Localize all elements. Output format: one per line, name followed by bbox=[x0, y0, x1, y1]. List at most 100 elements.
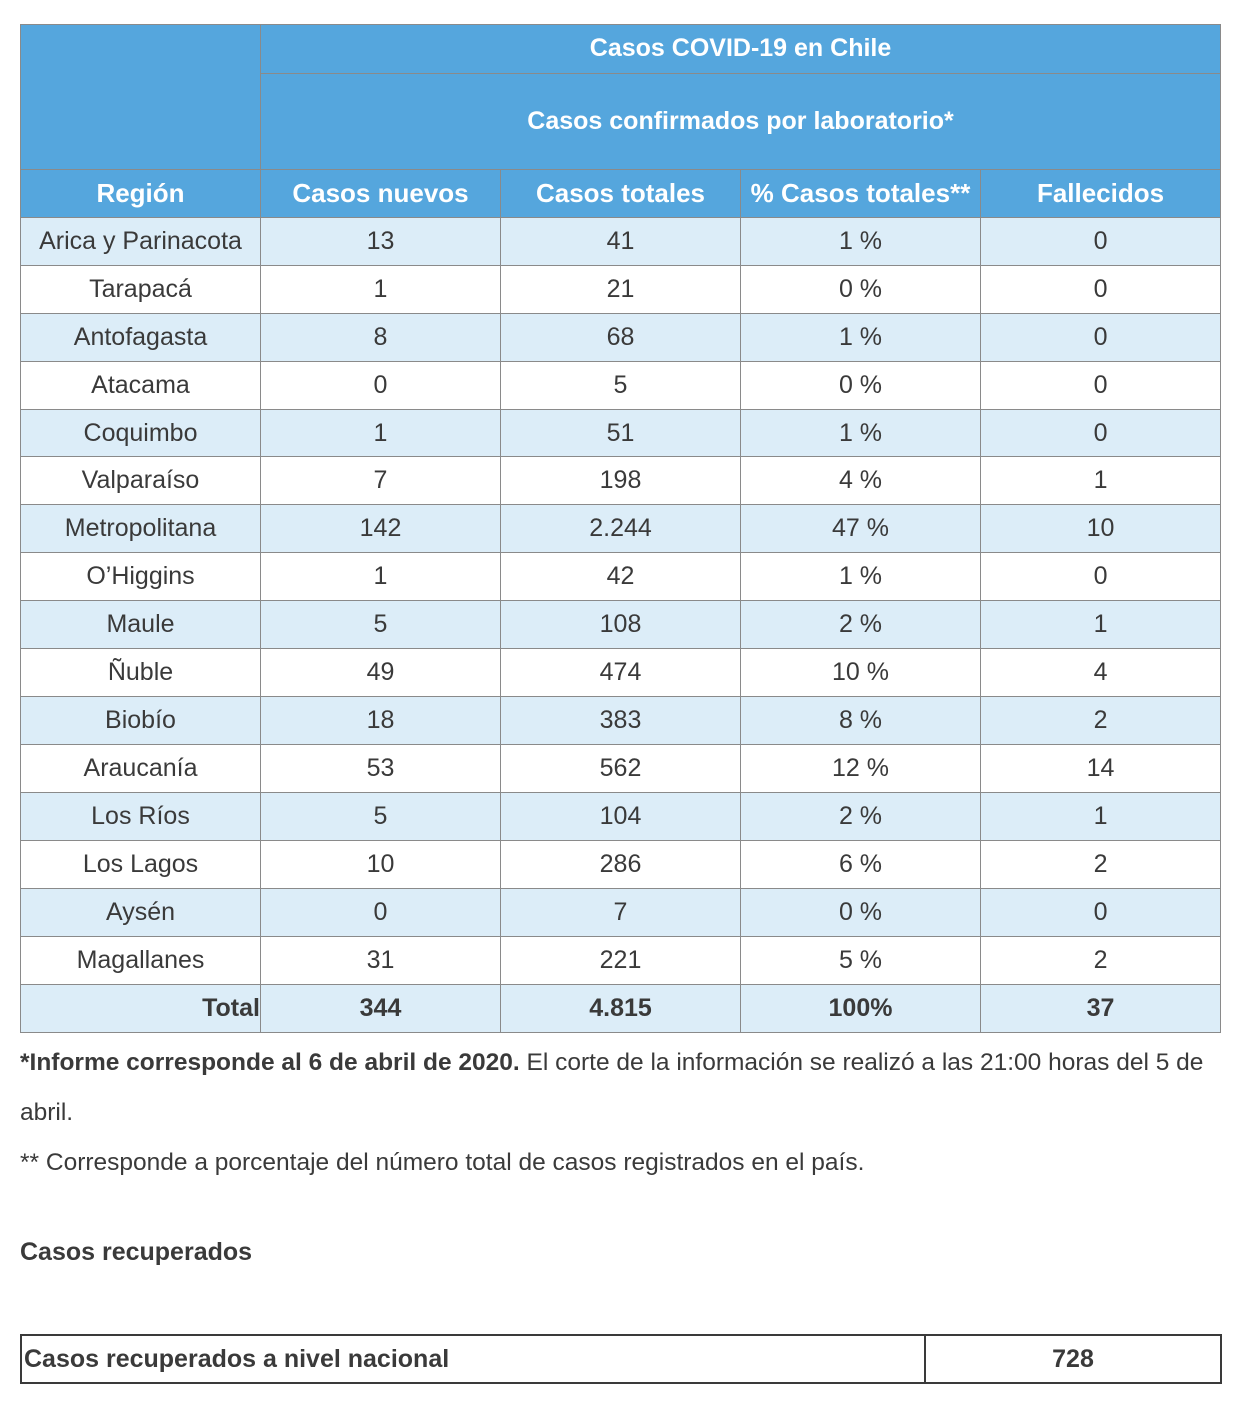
footnote-report-date: *Informe corresponde al 6 de abril de 20… bbox=[20, 1038, 1220, 1138]
total-cases-cell: 198 bbox=[500, 456, 741, 506]
percent-total-cell: 1 % bbox=[740, 216, 981, 266]
percent-total-cell: 2 % bbox=[740, 600, 981, 650]
total-cases-cell: 7 bbox=[500, 887, 741, 937]
total-cases-cell: 41 bbox=[500, 216, 741, 266]
table-row: Aysén 0 7 0 % 0 bbox=[20, 887, 1222, 937]
new-cases-cell: 142 bbox=[260, 504, 501, 554]
table-row: Ñuble 49 474 10 % 4 bbox=[20, 648, 1222, 698]
percent-total-cell: 2 % bbox=[740, 792, 981, 841]
percent-total-cell: 1 % bbox=[740, 408, 981, 458]
new-cases-cell: 1 bbox=[260, 552, 501, 602]
column-header-percent-total: % Casos totales** bbox=[740, 168, 981, 218]
total-cases-cell: 104 bbox=[500, 792, 741, 841]
deaths-cell: 14 bbox=[979, 744, 1222, 794]
percent-total-cell: 5 % bbox=[740, 935, 981, 985]
total-cases-cell: 21 bbox=[500, 264, 741, 314]
footnote-report-date-rest: El corte de la información se realizó a … bbox=[20, 1049, 1204, 1126]
deaths-cell: 0 bbox=[979, 552, 1222, 602]
column-header-deaths: Fallecidos bbox=[979, 168, 1222, 218]
covid-cases-table: Casos COVID-19 en Chile Casos confirmado… bbox=[20, 24, 1222, 1034]
region-cell: Los Ríos bbox=[20, 792, 261, 841]
region-cell: Metropolitana bbox=[20, 504, 261, 554]
new-cases-cell: 10 bbox=[260, 839, 501, 889]
percent-total-cell: 10 % bbox=[740, 648, 981, 698]
region-cell: Magallanes bbox=[20, 935, 261, 985]
total-cases-cell: 51 bbox=[500, 408, 741, 458]
deaths-cell: 2 bbox=[979, 935, 1222, 985]
table-row: Coquimbo 1 51 1 % 0 bbox=[20, 408, 1222, 458]
footnotes: *Informe corresponde al 6 de abril de 20… bbox=[20, 1038, 1220, 1188]
recovered-table: Casos recuperados a nivel nacional 728 bbox=[20, 1334, 1222, 1384]
table-row: Tarapacá 1 21 0 % 0 bbox=[20, 264, 1222, 314]
percent-total-cell: 1 % bbox=[740, 312, 981, 362]
total-row: Total 344 4.815 100% 37 bbox=[20, 983, 1222, 1034]
region-cell: Tarapacá bbox=[20, 264, 261, 314]
region-cell: Antofagasta bbox=[20, 312, 261, 362]
total-cases-cell: 68 bbox=[500, 312, 741, 362]
column-header-new-cases: Casos nuevos bbox=[260, 168, 501, 218]
total-cases-cell: 5 bbox=[500, 360, 741, 410]
table-row: Los Lagos 10 286 6 % 2 bbox=[20, 839, 1222, 889]
region-cell: Maule bbox=[20, 600, 261, 650]
new-cases-cell: 49 bbox=[260, 648, 501, 698]
total-new-cases: 344 bbox=[260, 983, 501, 1034]
new-cases-cell: 18 bbox=[260, 696, 501, 746]
percent-total-cell: 12 % bbox=[740, 744, 981, 794]
deaths-cell: 0 bbox=[979, 887, 1222, 937]
new-cases-cell: 0 bbox=[260, 887, 501, 937]
deaths-cell: 0 bbox=[979, 264, 1222, 314]
column-header-region: Región bbox=[20, 168, 261, 218]
deaths-cell: 0 bbox=[979, 312, 1222, 362]
deaths-cell: 2 bbox=[979, 696, 1222, 746]
table-row: Valparaíso 7 198 4 % 1 bbox=[20, 456, 1222, 506]
footnote-report-date-bold: *Informe corresponde al 6 de abril de 20… bbox=[20, 1049, 520, 1076]
region-cell: Ñuble bbox=[20, 648, 261, 698]
region-cell: O’Higgins bbox=[20, 552, 261, 602]
table-row: Los Ríos 5 104 2 % 1 bbox=[20, 792, 1222, 841]
region-cell: Aysén bbox=[20, 887, 261, 937]
percent-total-cell: 6 % bbox=[740, 839, 981, 889]
total-percent: 100% bbox=[740, 983, 981, 1034]
total-cases-cell: 42 bbox=[500, 552, 741, 602]
total-cases-cell: 2.244 bbox=[500, 504, 741, 554]
region-cell: Coquimbo bbox=[20, 408, 261, 458]
new-cases-cell: 5 bbox=[260, 792, 501, 841]
new-cases-cell: 53 bbox=[260, 744, 501, 794]
total-total-cases: 4.815 bbox=[500, 983, 741, 1034]
percent-total-cell: 8 % bbox=[740, 696, 981, 746]
deaths-cell: 0 bbox=[979, 360, 1222, 410]
percent-total-cell: 0 % bbox=[740, 360, 981, 410]
new-cases-cell: 0 bbox=[260, 360, 501, 410]
deaths-cell: 0 bbox=[979, 408, 1222, 458]
table-row: Arica y Parinacota 13 41 1 % 0 bbox=[20, 216, 1222, 266]
table-row: Antofagasta 8 68 1 % 0 bbox=[20, 312, 1222, 362]
region-cell: Arica y Parinacota bbox=[20, 216, 261, 266]
table-row: O’Higgins 1 42 1 % 0 bbox=[20, 552, 1222, 602]
new-cases-cell: 1 bbox=[260, 408, 501, 458]
region-cell: Los Lagos bbox=[20, 839, 261, 889]
new-cases-cell: 8 bbox=[260, 312, 501, 362]
empty-header-corner bbox=[20, 24, 261, 170]
column-header-row: Región Casos nuevos Casos totales % Caso… bbox=[20, 168, 1222, 218]
table-row: Maule 5 108 2 % 1 bbox=[20, 600, 1222, 650]
column-header-total-cases: Casos totales bbox=[500, 168, 741, 218]
recovered-row: Casos recuperados a nivel nacional 728 bbox=[20, 1334, 1222, 1384]
new-cases-cell: 31 bbox=[260, 935, 501, 985]
table-row: Araucanía 53 562 12 % 14 bbox=[20, 744, 1222, 794]
deaths-cell: 1 bbox=[979, 456, 1222, 506]
new-cases-cell: 1 bbox=[260, 264, 501, 314]
total-cases-cell: 286 bbox=[500, 839, 741, 889]
table-row: Magallanes 31 221 5 % 2 bbox=[20, 935, 1222, 985]
percent-total-cell: 4 % bbox=[740, 456, 981, 506]
new-cases-cell: 13 bbox=[260, 216, 501, 266]
total-cases-cell: 383 bbox=[500, 696, 741, 746]
recovered-heading: Casos recuperados bbox=[20, 1238, 253, 1266]
recovered-value: 728 bbox=[924, 1334, 1222, 1384]
total-deaths: 37 bbox=[979, 983, 1222, 1034]
new-cases-cell: 7 bbox=[260, 456, 501, 506]
table-title: Casos COVID-19 en Chile bbox=[259, 24, 1222, 74]
new-cases-cell: 5 bbox=[260, 600, 501, 650]
percent-total-cell: 47 % bbox=[740, 504, 981, 554]
deaths-cell: 1 bbox=[979, 600, 1222, 650]
deaths-cell: 0 bbox=[979, 216, 1222, 266]
